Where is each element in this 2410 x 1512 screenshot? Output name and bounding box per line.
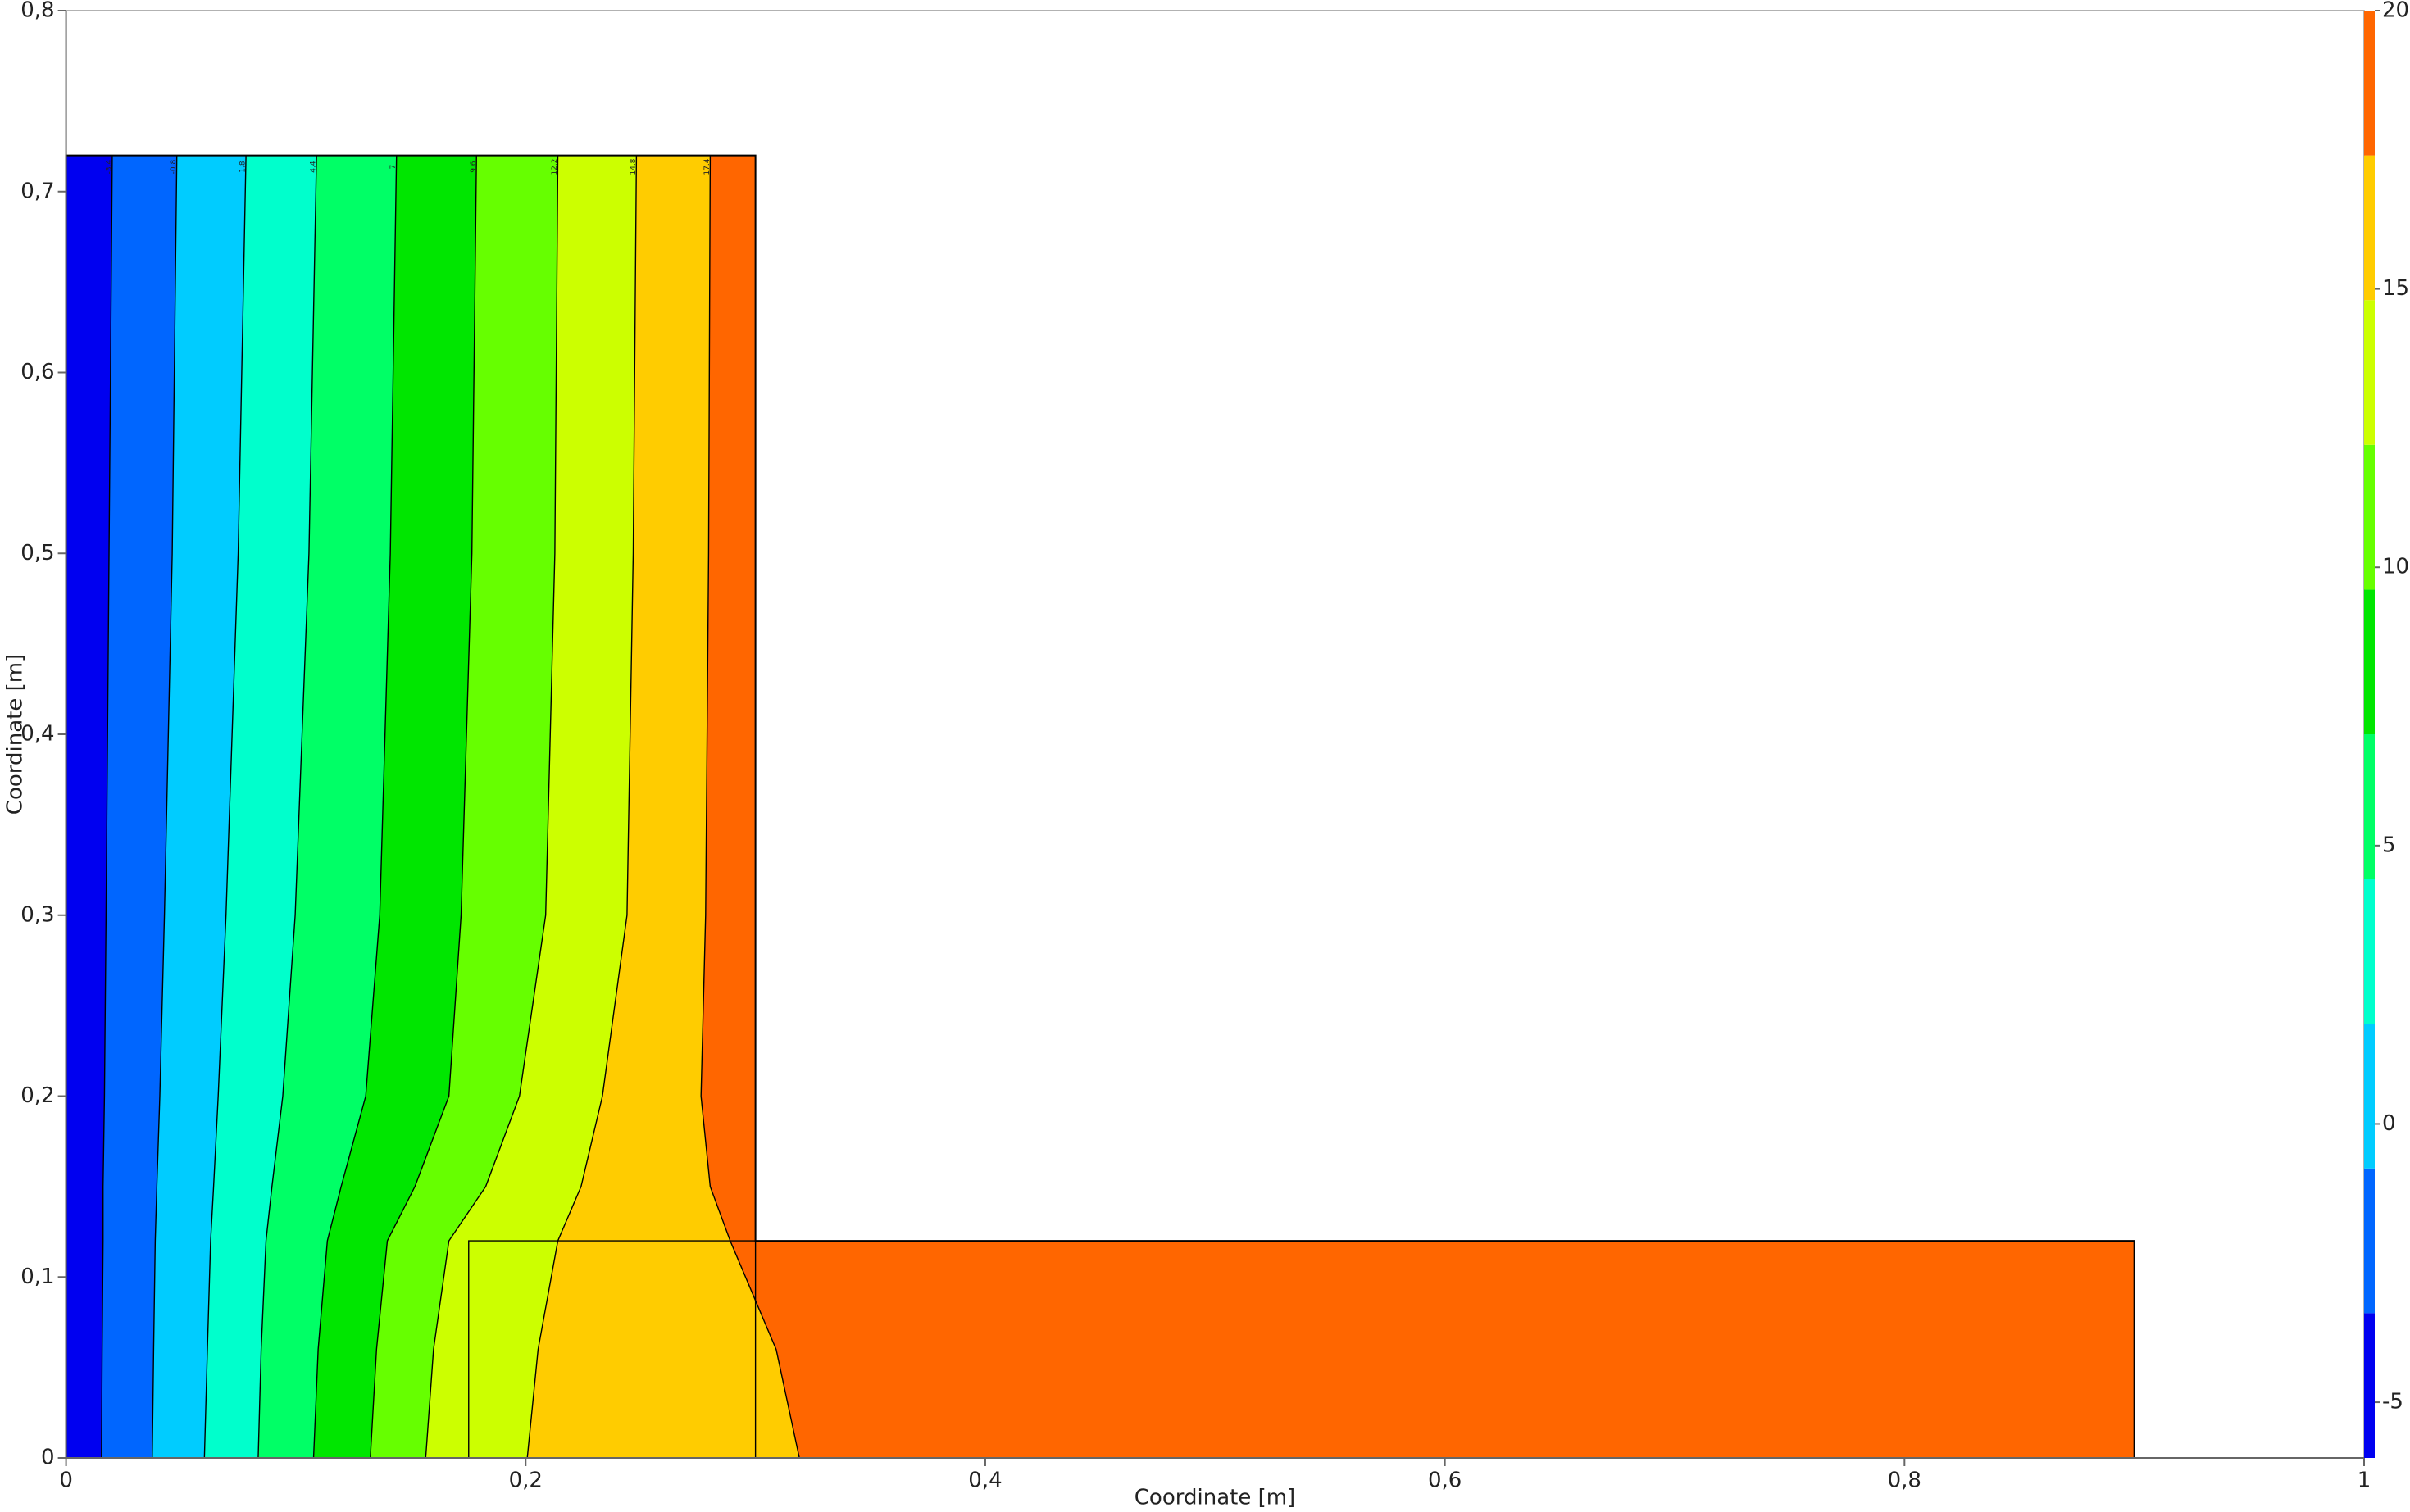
y-tick-label: 0,1 [20, 1265, 54, 1289]
x-tick-label: 0 [59, 1469, 73, 1493]
y-tick-label: 0,5 [20, 541, 54, 565]
colorbar-tick-label: 10 [2382, 555, 2409, 579]
colorbar-tick-label: 15 [2382, 276, 2409, 301]
colorbar-band [2364, 1024, 2375, 1169]
y-tick-label: 0,4 [20, 722, 54, 747]
x-tick-label: 0,8 [1888, 1469, 1921, 1493]
x-tick-label: 0,2 [509, 1469, 543, 1493]
colorbar-band [2364, 879, 2375, 1024]
colorbar-tick-label: 20 [2382, 0, 2409, 23]
y-tick-label: 0,8 [20, 0, 54, 23]
contour-line [370, 155, 477, 1459]
y-tick-label: 0,3 [20, 902, 54, 927]
contour-label: 7 [389, 165, 398, 170]
contour-line [700, 155, 800, 1459]
x-tick-label: 0,4 [968, 1469, 1002, 1493]
contour-label: 14.8 [630, 158, 638, 175]
y-tick-label: 0,7 [20, 179, 54, 203]
contour-line [257, 155, 317, 1459]
contour-line [101, 155, 113, 1459]
colorbar-tick-label: -5 [2382, 1390, 2403, 1414]
x-tick-label: 0,6 [1428, 1469, 1462, 1493]
y-axis-title: Coordinate [m] [3, 654, 28, 815]
colorbar-band [2364, 11, 2375, 156]
colorbar-tick-label: 5 [2382, 833, 2396, 857]
colorbar-tick-label: 0 [2382, 1111, 2396, 1136]
y-tick-label: 0,2 [20, 1083, 54, 1108]
y-tick-label: 0,6 [20, 360, 54, 384]
x-axis-title: Coordinate [m] [1135, 1486, 1295, 1510]
colorbar-band [2364, 589, 2375, 734]
colorbar-band [2364, 300, 2375, 445]
colorbar-band [2364, 444, 2375, 590]
contour-band [66, 155, 112, 1459]
contour-line [425, 155, 559, 1459]
contour-fills [66, 155, 800, 1459]
contour-label: 9.6 [470, 161, 478, 173]
colorbar-band [2364, 1313, 2375, 1458]
contour-line [203, 155, 247, 1459]
colorbar-band [2364, 1168, 2375, 1314]
contour-line [526, 155, 638, 1459]
contour-label: 12.2 [551, 159, 559, 175]
y-tick-label: 0 [41, 1446, 55, 1470]
contour-label: 1.8 [239, 161, 248, 173]
contour-line [152, 155, 178, 1459]
contour-line [312, 155, 398, 1459]
x-tick-label: 1 [2358, 1469, 2371, 1493]
colorbar-band [2364, 734, 2375, 879]
contour-label: -3.4 [105, 160, 113, 175]
contour-label: 17.4 [703, 158, 712, 175]
colorbar-band [2364, 155, 2375, 301]
contour-label: -0.8 [170, 160, 178, 175]
contour-label: 4.4 [310, 161, 318, 173]
